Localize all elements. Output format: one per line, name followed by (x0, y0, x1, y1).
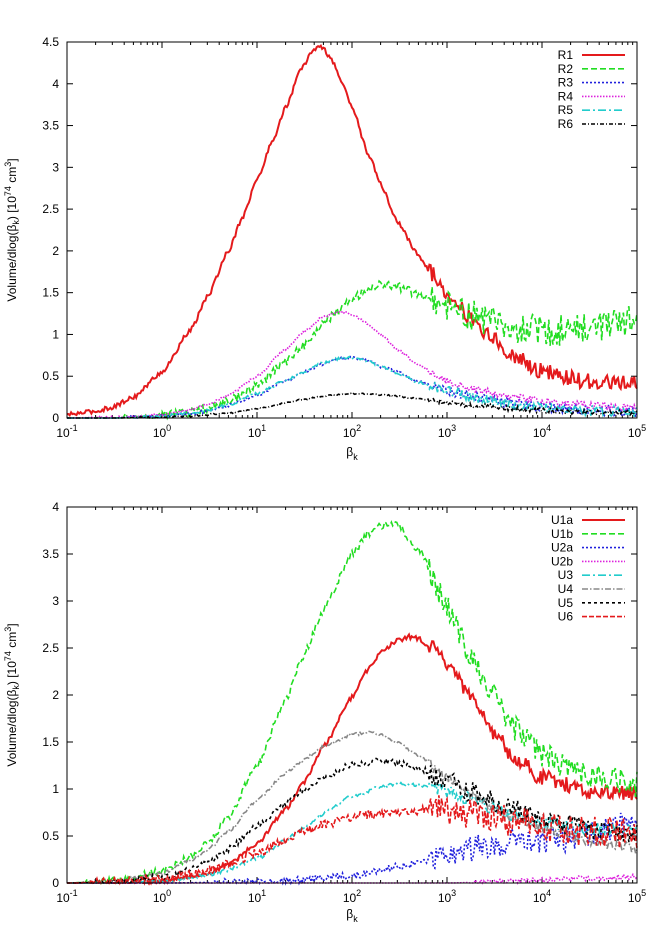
y-tick-label: 0 (52, 411, 59, 425)
series-line-u5 (67, 755, 638, 886)
x-tick-label: 101 (248, 423, 266, 440)
series-line-u1a (67, 632, 638, 886)
series-line-u3 (67, 780, 638, 885)
bottom-y-axis-title: Volume/dlog(βk) [1074 cm3] (3, 623, 21, 766)
bottom-y-tick-labels: 0 0.5 1 1.5 2 2.5 3 3.5 4 (42, 500, 59, 890)
legend-label-u1b: U1b (551, 527, 573, 541)
x-tick-label: 102 (343, 423, 361, 440)
x-tick-label: 104 (533, 888, 551, 905)
series-line-r5 (67, 355, 638, 420)
top-x-axis-title: βk (346, 445, 358, 462)
y-tick-label: 1.5 (42, 286, 59, 300)
legend-label-u1a: U1a (551, 513, 573, 527)
y-tick-label: 4 (52, 500, 59, 514)
y-tick-label: 3 (52, 594, 59, 608)
y-tick-label: 3.5 (42, 119, 59, 133)
y-tick-label: 2.5 (42, 641, 59, 655)
top-y-tick-labels: 0 0.5 1 1.5 2 2.5 3 3.5 4 4.5 (42, 35, 59, 425)
legend-label-r5: R5 (558, 103, 574, 117)
top-ticks (66, 41, 638, 419)
x-tick-label: 100 (153, 888, 171, 905)
x-tick-label: 103 (438, 423, 456, 440)
series-line-u1b (67, 519, 638, 886)
x-tick-label: 105 (628, 888, 646, 905)
y-tick-label: 2 (52, 244, 59, 258)
chart-top: 10-1 100 101 102 103 104 105 0 0.5 1 1.5 2 2.5 3 3.5 4… (3, 35, 646, 462)
series-line-u6 (67, 795, 638, 886)
bottom-plot-frame (66, 506, 638, 884)
y-tick-label: 0.5 (42, 369, 59, 383)
series-line-u4 (67, 730, 638, 885)
x-tick-label: 10-1 (56, 423, 77, 440)
legend-label-r6: R6 (558, 117, 574, 131)
legend-label-u2a: U2a (551, 541, 573, 555)
series-line-r1 (66, 44, 638, 418)
x-tick-label: 101 (248, 888, 266, 905)
x-tick-label: 100 (153, 423, 171, 440)
bottom-x-tick-labels: 10-1 100 101 102 103 104 105 (56, 888, 646, 905)
y-tick-label: 0.5 (42, 829, 59, 843)
bottom-x-axis-title: βk (346, 907, 358, 924)
top-series (66, 44, 638, 421)
legend-label-u6: U6 (558, 610, 574, 624)
series-line-r4 (67, 310, 638, 420)
y-tick-label: 4 (52, 77, 59, 91)
series-line-r2 (67, 279, 638, 421)
bottom-series (67, 519, 638, 886)
legend-label-r2: R2 (558, 62, 574, 76)
top-x-tick-labels: 10-1 100 101 102 103 104 105 (56, 423, 646, 440)
legend-label-u5: U5 (558, 596, 574, 610)
y-tick-label: 2.5 (42, 202, 59, 216)
chart-bottom: 10-1 100 101 102 103 104 105 0 0.5 1 1.5 2 2.5 3 3.5 4… (3, 500, 646, 924)
x-tick-label: 103 (438, 888, 456, 905)
y-tick-label: 3.5 (42, 547, 59, 561)
top-y-axis-title: Volume/dlog(βk) [1074 cm3] (3, 158, 21, 301)
y-tick-label: 3 (52, 160, 59, 174)
x-tick-label: 105 (628, 423, 646, 440)
y-tick-label: 0 (52, 876, 59, 890)
legend-label-r1: R1 (558, 48, 574, 62)
legend-label-r4: R4 (558, 89, 574, 103)
y-tick-label: 1 (52, 782, 59, 796)
y-tick-label: 4.5 (42, 35, 59, 49)
x-tick-label: 10-1 (56, 888, 77, 905)
y-tick-label: 1 (52, 327, 59, 341)
x-tick-label: 102 (343, 888, 361, 905)
y-tick-label: 1.5 (42, 735, 59, 749)
legend-label-u3: U3 (558, 568, 574, 582)
series-line-r3 (67, 355, 638, 421)
legend-label-r3: R3 (558, 76, 574, 90)
top-plot-frame (66, 41, 638, 419)
y-tick-label: 2 (52, 688, 59, 702)
series-line-u2a (67, 812, 638, 886)
x-tick-label: 104 (533, 423, 551, 440)
legend-label-u4: U4 (558, 582, 574, 596)
legend-label-u2b: U2b (551, 554, 573, 568)
